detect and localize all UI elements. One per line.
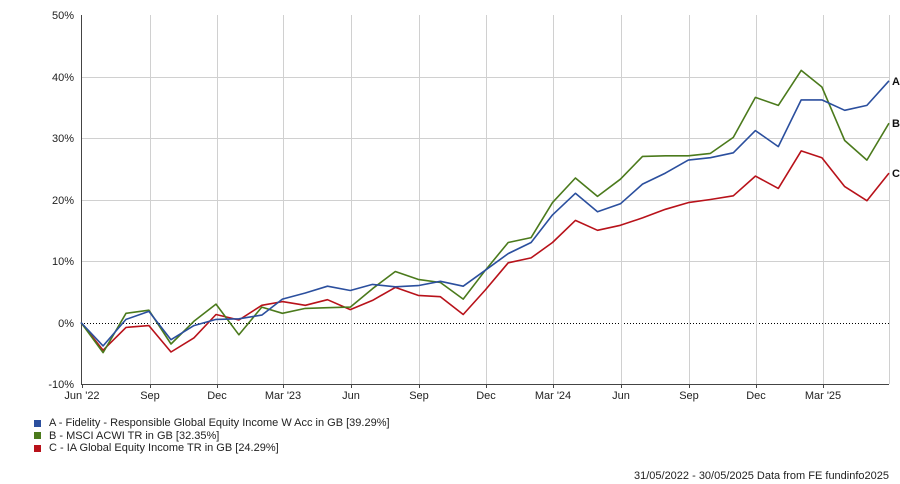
series-end-label-c: C <box>892 168 900 180</box>
series-end-label-b: B <box>892 118 900 130</box>
performance-line-chart: -10% 0% 10% 20% 30% 40% 50% Jun '22 Sep Dec Mar '2… <box>48 10 900 402</box>
y-tick-label: 50% <box>52 10 74 22</box>
x-tick-label: Sep <box>679 390 699 402</box>
y-tick-label: 0% <box>58 318 74 330</box>
y-tick-label: 30% <box>52 133 74 145</box>
legend-swatch-a <box>34 419 41 427</box>
x-tick-label: Mar '25 <box>805 390 841 402</box>
legend-label-a: A - Fidelity - Responsible Global Equity… <box>49 417 390 429</box>
legend-swatch-b <box>34 432 41 440</box>
grid-lines <box>81 15 889 384</box>
x-tick-label: Mar '23 <box>265 390 301 402</box>
y-tick-label: 40% <box>52 72 74 84</box>
tick-labels: -10% 0% 10% 20% 30% 40% 50% Jun '22 Sep Dec Mar '2… <box>48 10 900 402</box>
x-tick-label: Dec <box>476 390 496 402</box>
legend-label-c: C - IA Global Equity Income TR in GB [24… <box>49 442 279 454</box>
y-tick-label: 10% <box>52 256 74 268</box>
x-tick-label: Jun <box>342 390 360 402</box>
series-line-b <box>80 69 890 354</box>
axes <box>81 15 890 388</box>
legend-item-c: C - IA Global Equity Income TR in GB [24… <box>34 442 390 455</box>
x-tick-label: Sep <box>409 390 429 402</box>
legend-item-b: B - MSCI ACWI TR in GB [32.35%] <box>34 430 390 443</box>
x-tick-label: Jun '22 <box>64 390 99 402</box>
series-lines <box>80 69 890 354</box>
legend-label-b: B - MSCI ACWI TR in GB [32.35%] <box>49 429 220 442</box>
x-tick-label: Dec <box>746 390 766 402</box>
series-line-a <box>80 80 890 347</box>
legend-item-a: A - Fidelity - Responsible Global Equity… <box>34 417 390 430</box>
y-tick-label: 20% <box>52 195 74 207</box>
legend-swatch-c <box>34 444 41 452</box>
series-end-label-a: A <box>892 76 900 88</box>
x-tick-label: Sep <box>140 390 160 402</box>
y-tick-label: -10% <box>48 379 74 391</box>
x-tick-label: Mar '24 <box>535 390 571 402</box>
x-tick-label: Jun <box>612 390 630 402</box>
x-tick-label: Dec <box>207 390 227 402</box>
series-line-c <box>80 150 890 353</box>
date-range-footer: 31/05/2022 - 30/05/2025 Data from FE fun… <box>633 470 889 482</box>
legend: A - Fidelity - Responsible Global Equity… <box>34 417 390 455</box>
